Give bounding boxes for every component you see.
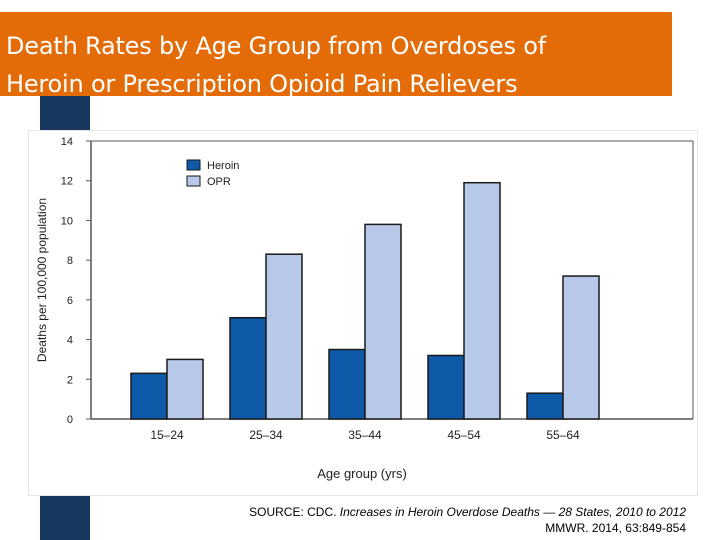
source-line-1: SOURCE: CDC. Increases in Heroin Overdos… bbox=[126, 504, 686, 520]
y-axis-label: Deaths per 100,000 population bbox=[35, 198, 49, 362]
x-tick-label: 45–54 bbox=[447, 428, 481, 442]
y-tick-label: 0 bbox=[67, 414, 73, 426]
x-tick-label: 55–64 bbox=[546, 428, 580, 442]
bar-opr bbox=[166, 358, 204, 420]
bar-opr bbox=[463, 181, 501, 420]
legend-label-heroin: Heroin bbox=[207, 160, 239, 172]
x-tick-label: 15–24 bbox=[150, 428, 184, 442]
bar-heroin bbox=[526, 392, 564, 420]
y-tick-label: 2 bbox=[67, 374, 73, 386]
slide-title-line-1: Death Rates by Age Group from Overdoses … bbox=[6, 32, 547, 60]
source-citation: SOURCE: CDC. Increases in Heroin Overdos… bbox=[126, 504, 686, 536]
y-tick-label: 10 bbox=[61, 215, 73, 227]
bar-chart: 0 2 4 6 8 10 12 14 Deaths per 100,000 population… bbox=[35, 136, 694, 481]
title-banner: Death Rates by Age Group from Overdoses … bbox=[0, 12, 672, 98]
slide-title-line-2: Heroin or Prescription Opioid Pain Relie… bbox=[6, 70, 518, 98]
bar-heroin bbox=[328, 348, 366, 420]
bar-heroin bbox=[427, 354, 465, 420]
source-prefix: SOURCE: CDC. bbox=[249, 505, 340, 519]
y-tick-label: 4 bbox=[67, 335, 73, 347]
x-tick-label: 25–34 bbox=[249, 428, 283, 442]
source-line-2: MMWR. 2014, 63:849-854 bbox=[545, 521, 686, 535]
legend-swatch-opr bbox=[186, 175, 201, 187]
y-tick-label: 8 bbox=[67, 255, 73, 267]
legend-label-opr: OPR bbox=[207, 176, 231, 188]
bar-heroin bbox=[229, 316, 267, 420]
bar-opr bbox=[265, 253, 303, 420]
bar-opr bbox=[364, 223, 402, 420]
chart-panel: 0 2 4 6 8 10 12 14 Deaths per 100,000 population… bbox=[28, 130, 698, 496]
bar-opr bbox=[562, 275, 600, 420]
y-tick-label: 6 bbox=[67, 295, 73, 307]
legend-swatch-heroin bbox=[186, 159, 201, 171]
source-title: Increases in Heroin Overdose Deaths — 28… bbox=[339, 505, 686, 519]
x-axis-label: Age group (yrs) bbox=[317, 466, 407, 481]
y-tick-label: 12 bbox=[61, 176, 73, 188]
x-tick-label: 35–44 bbox=[348, 428, 382, 442]
bar-heroin bbox=[130, 372, 168, 420]
y-tick-label: 14 bbox=[61, 136, 73, 148]
